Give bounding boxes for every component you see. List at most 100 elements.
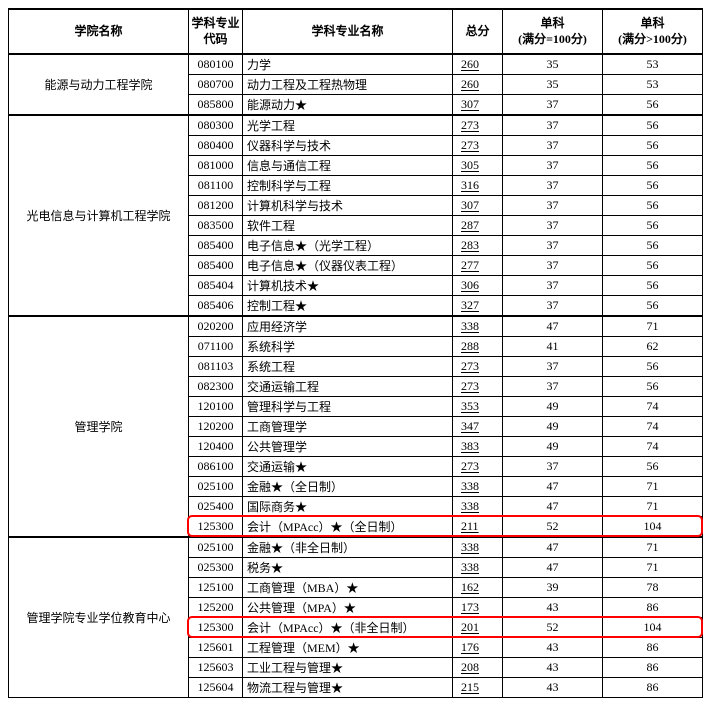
sub2-score-cell: 86 (603, 658, 703, 678)
code-cell: 083500 (189, 216, 243, 236)
total-score-cell: 338 (453, 497, 503, 517)
sub2-score-cell: 56 (603, 136, 703, 156)
sub2-score-cell: 56 (603, 457, 703, 477)
major-cell: 金融★（全日制） (243, 477, 453, 497)
code-cell: 081103 (189, 357, 243, 377)
code-cell: 085400 (189, 236, 243, 256)
code-cell: 125601 (189, 638, 243, 658)
college-cell: 管理学院 (9, 316, 189, 537)
sub1-score-cell: 49 (503, 437, 603, 457)
code-cell: 120100 (189, 397, 243, 417)
total-score-cell: 288 (453, 337, 503, 357)
major-cell: 计算机科学与技术 (243, 196, 453, 216)
sub1-score-cell: 41 (503, 337, 603, 357)
major-cell: 金融★（非全日制） (243, 537, 453, 558)
sub2-score-cell: 86 (603, 678, 703, 698)
major-cell: 应用经济学 (243, 316, 453, 337)
major-cell: 公共管理学 (243, 437, 453, 457)
major-cell: 控制科学与工程 (243, 176, 453, 196)
sub2-score-cell: 104 (603, 517, 703, 538)
major-cell: 计算机技术★ (243, 276, 453, 296)
sub2-score-cell: 56 (603, 236, 703, 256)
major-cell: 物流工程与管理★ (243, 678, 453, 698)
major-cell: 税务★ (243, 558, 453, 578)
sub2-score-cell: 56 (603, 176, 703, 196)
sub1-score-cell: 52 (503, 618, 603, 638)
code-cell: 025400 (189, 497, 243, 517)
code-cell: 125603 (189, 658, 243, 678)
code-cell: 085404 (189, 276, 243, 296)
sub2-score-cell: 71 (603, 497, 703, 517)
total-score-cell: 273 (453, 457, 503, 477)
code-cell: 085800 (189, 95, 243, 116)
major-cell: 工商管理学 (243, 417, 453, 437)
sub2-score-cell: 56 (603, 216, 703, 236)
major-cell: 会计（MPAcc）★（全日制） (243, 517, 453, 538)
code-cell: 025300 (189, 558, 243, 578)
total-score-cell: 273 (453, 377, 503, 397)
sub1-score-cell: 37 (503, 136, 603, 156)
total-score-cell: 305 (453, 156, 503, 176)
code-cell: 081000 (189, 156, 243, 176)
major-cell: 工业工程与管理★ (243, 658, 453, 678)
sub2-score-cell: 104 (603, 618, 703, 638)
major-cell: 电子信息★（光学工程） (243, 236, 453, 256)
total-score-cell: 307 (453, 196, 503, 216)
code-cell: 125604 (189, 678, 243, 698)
sub1-score-cell: 47 (503, 558, 603, 578)
total-score-cell: 347 (453, 417, 503, 437)
sub1-score-cell: 43 (503, 598, 603, 618)
major-cell: 软件工程 (243, 216, 453, 236)
code-cell: 125100 (189, 578, 243, 598)
total-score-cell: 316 (453, 176, 503, 196)
college-cell: 能源与动力工程学院 (9, 54, 189, 115)
code-cell: 085406 (189, 296, 243, 317)
table-header-row: 学院名称 学科专业 代码 学科专业名称 总分 单科 (满分=100分) 单科 (… (9, 9, 703, 54)
sub1-score-cell: 37 (503, 276, 603, 296)
code-cell: 025100 (189, 537, 243, 558)
sub2-score-cell: 56 (603, 256, 703, 276)
total-score-cell: 338 (453, 477, 503, 497)
sub1-score-cell: 37 (503, 357, 603, 377)
sub1-score-cell: 37 (503, 256, 603, 276)
code-cell: 125300 (189, 517, 243, 538)
major-cell: 能源动力★ (243, 95, 453, 116)
col-header-sub2: 单科 (满分>100分) (603, 9, 703, 54)
major-cell: 管理科学与工程 (243, 397, 453, 417)
sub1-score-cell: 37 (503, 95, 603, 116)
code-cell: 125300 (189, 618, 243, 638)
total-score-cell: 173 (453, 598, 503, 618)
total-score-cell: 338 (453, 558, 503, 578)
total-score-cell: 201 (453, 618, 503, 638)
total-score-cell: 273 (453, 115, 503, 136)
sub2-score-cell: 56 (603, 95, 703, 116)
total-score-cell: 327 (453, 296, 503, 317)
major-cell: 交通运输工程 (243, 377, 453, 397)
sub2-score-cell: 78 (603, 578, 703, 598)
table-row: 管理学院专业学位教育中心025100金融★（非全日制）3384771 (9, 537, 703, 558)
total-score-cell: 287 (453, 216, 503, 236)
college-cell: 光电信息与计算机工程学院 (9, 115, 189, 316)
sub1-score-cell: 37 (503, 156, 603, 176)
sub2-score-cell: 53 (603, 75, 703, 95)
code-cell: 080700 (189, 75, 243, 95)
major-cell: 系统工程 (243, 357, 453, 377)
table-row: 光电信息与计算机工程学院080300光学工程2733756 (9, 115, 703, 136)
table-row: 管理学院020200应用经济学3384771 (9, 316, 703, 337)
sub1-score-cell: 37 (503, 115, 603, 136)
table-row: 能源与动力工程学院080100力学2603553 (9, 54, 703, 75)
sub2-score-cell: 71 (603, 558, 703, 578)
sub1-score-cell: 35 (503, 54, 603, 75)
major-cell: 信息与通信工程 (243, 156, 453, 176)
col-header-total: 总分 (453, 9, 503, 54)
college-cell: 管理学院专业学位教育中心 (9, 537, 189, 698)
sub2-score-cell: 71 (603, 316, 703, 337)
table-body: 能源与动力工程学院080100力学2603553080700动力工程及工程热物理… (9, 54, 703, 698)
sub2-score-cell: 56 (603, 196, 703, 216)
total-score-cell: 353 (453, 397, 503, 417)
sub1-score-cell: 47 (503, 477, 603, 497)
code-cell: 082300 (189, 377, 243, 397)
major-cell: 电子信息★（仪器仪表工程） (243, 256, 453, 276)
major-cell: 交通运输★ (243, 457, 453, 477)
code-cell: 081100 (189, 176, 243, 196)
